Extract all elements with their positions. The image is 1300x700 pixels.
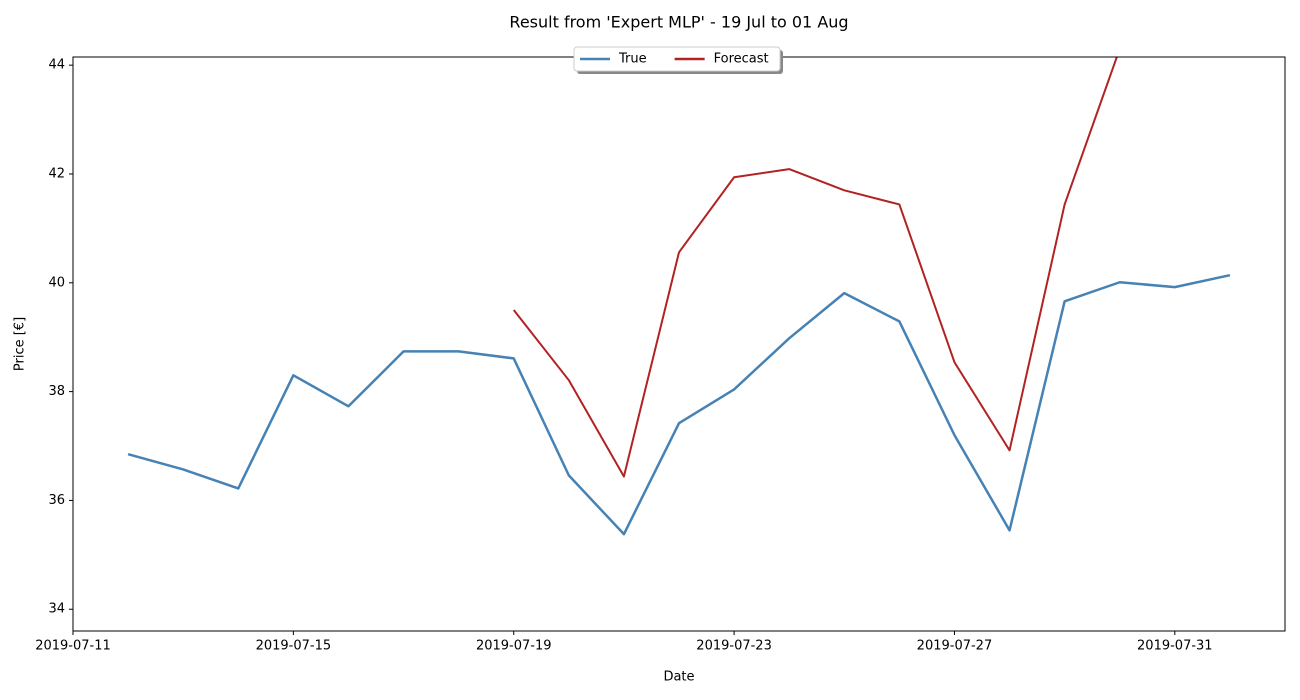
y-tick-label: 44	[48, 58, 65, 73]
legend-label: True	[618, 52, 647, 67]
y-axis-label: Price [€]	[13, 317, 28, 371]
y-tick-label: 34	[48, 602, 65, 617]
x-axis-label: Date	[663, 670, 694, 685]
y-tick-label: 36	[48, 493, 65, 508]
x-tick-label: 2019-07-27	[917, 639, 993, 654]
plot-area	[127, 57, 1231, 536]
chart-title: Result from 'Expert MLP' - 19 Jul to 01 …	[509, 13, 848, 32]
line-series	[512, 57, 1118, 478]
x-tick-label: 2019-07-15	[256, 639, 332, 654]
legend-label: Forecast	[714, 52, 769, 67]
plot-frame	[72, 56, 1286, 632]
x-tick-label: 2019-07-19	[476, 639, 552, 654]
x-tick-label: 2019-07-11	[35, 639, 111, 654]
x-tick-label: 2019-07-31	[1137, 639, 1213, 654]
y-tick-label: 40	[48, 275, 65, 290]
x-tick-label: 2019-07-23	[696, 639, 772, 654]
y-tick-label: 38	[48, 384, 65, 399]
line-series	[127, 273, 1231, 536]
y-tick-label: 42	[48, 166, 65, 181]
